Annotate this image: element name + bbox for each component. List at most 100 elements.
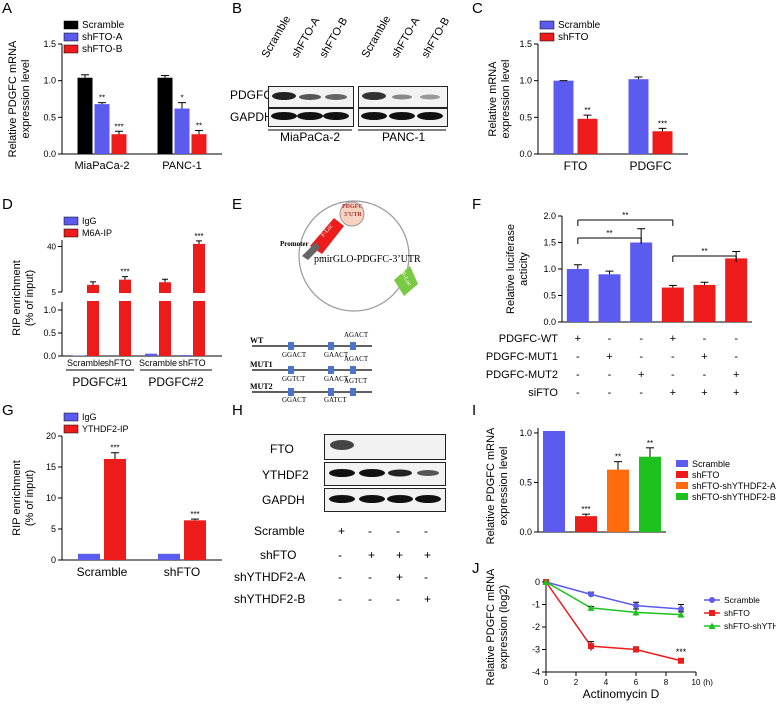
significance-star: ** [647,439,653,448]
condition-name: Scramble [254,524,305,538]
site-box [288,342,294,350]
site-box [350,342,356,350]
y-tick-label: 0.5 [43,328,56,338]
data-point [677,611,685,618]
legend-swatch [676,460,688,467]
significance-star: ** [584,106,590,115]
condition-mark: - [639,387,643,399]
significance-star: *** [658,119,667,128]
significance-star: ** [99,94,105,103]
chart-C: 0.0 0.5 1.0 1.5 Relative mRNA expression leve… [487,20,688,173]
y-tick-label: 0.5 [43,112,56,122]
significance-star: ** [701,247,707,256]
condition-mark: - [671,369,675,381]
condition-mark: + [733,387,739,399]
axis-break-gap [157,293,173,301]
site-box [328,366,334,374]
bar [553,80,574,154]
legend-label: shFTO-shYTHDF2 [724,621,776,631]
condition-mark: + [368,548,376,562]
band [420,94,440,100]
condition-mark: - [368,570,372,584]
condition-mark: + [606,351,612,363]
site-box [288,388,294,396]
data-point [588,591,594,598]
promoter-arrow [302,242,320,260]
chart-J: 0 -1 -2 -3 -4 Relative PDGFC mRNA expression (… [485,568,776,701]
site-label: GAACT [324,351,349,359]
construct-name: MUT2 [250,382,273,391]
bar [693,284,716,322]
legend-swatch [63,216,79,226]
condition-mark: - [338,570,342,584]
y-axis-label: acticity [518,252,530,286]
series-line [545,581,682,662]
construct-name: MUT1 [250,360,273,369]
condition-mark: - [424,570,428,584]
condition-mark: - [396,524,400,538]
y-axis-label: RIP enrichment [11,260,23,336]
bar [94,104,110,154]
y-tick-label: 10 [46,493,56,503]
legend-swatch [539,20,555,30]
y-tick-label: 0.0 [43,149,56,159]
condition-mark: + [701,387,707,399]
group-label: PDGFC#2 [148,375,204,389]
condition-name: PDGFC-WT [499,333,559,345]
y-axis-label: RIP enrichment [11,460,23,536]
band [361,112,387,120]
condition-mark: - [608,333,612,345]
legend-label: Scramble [692,459,730,469]
panel-label-F: F [472,196,482,213]
condition-mark: - [639,351,643,363]
condition-name: shYTHDF2-B [234,592,306,606]
y-axis-label: expression level [498,447,510,526]
bar [174,108,190,154]
x-category-label: PANC-1 [162,160,202,172]
x-tick-label: 0 [544,678,549,687]
y-tick-label: 1.0 [43,305,56,315]
data-point [587,604,595,611]
bar [575,516,597,532]
panel-label-B: B [232,0,243,17]
y-axis-label: (% of input) [24,470,36,526]
band [299,94,321,100]
panel-label-A: A [2,0,13,17]
y-axis-label: Relative PDGFC mRNA [485,568,497,685]
y-tick-label: 0 [51,555,56,565]
condition-mark: + [424,592,432,606]
x-axis-label: Actinomycin D [583,687,660,701]
y-axis-label: Relative PDGFC mRNA [7,40,19,157]
y-tick-label: 1.0 [543,264,556,274]
x-category-label: Scramble [67,358,105,368]
y-tick-label: 15 [46,462,56,472]
site-label: AGACT [344,355,369,363]
site-box [350,388,356,396]
x-category-label: FTO [564,159,588,173]
x-tick-label: 6 [634,678,639,687]
site-box [350,366,356,374]
bar [104,458,126,560]
condition-mark: - [338,592,342,606]
bar [111,134,127,154]
data-point [632,608,640,616]
legend-label: shFTO-shYTHDF2-A [692,481,776,491]
legend-label: shFTO [724,608,750,618]
y-tick-label: 0.0 [543,317,556,327]
series-line [545,581,682,610]
legend-label: YTHDF2-IP [82,424,129,434]
site-label: GGTCT [282,375,306,383]
significance-star: *** [120,268,129,277]
significance-star: * [180,94,183,103]
y-tick-label: -1 [532,600,540,610]
x-category-label: shFTO [164,565,200,579]
band [387,495,413,503]
utr-label: PDGFC [342,204,363,210]
legend-label: shFTO-A [82,32,123,43]
significance-star: *** [114,122,123,131]
panel-label-H: H [232,402,243,419]
site-label: AGTCT [344,377,368,385]
x-tick-label: 8 [664,678,669,687]
condition-mark: - [368,592,372,606]
legend-swatch [63,20,79,30]
